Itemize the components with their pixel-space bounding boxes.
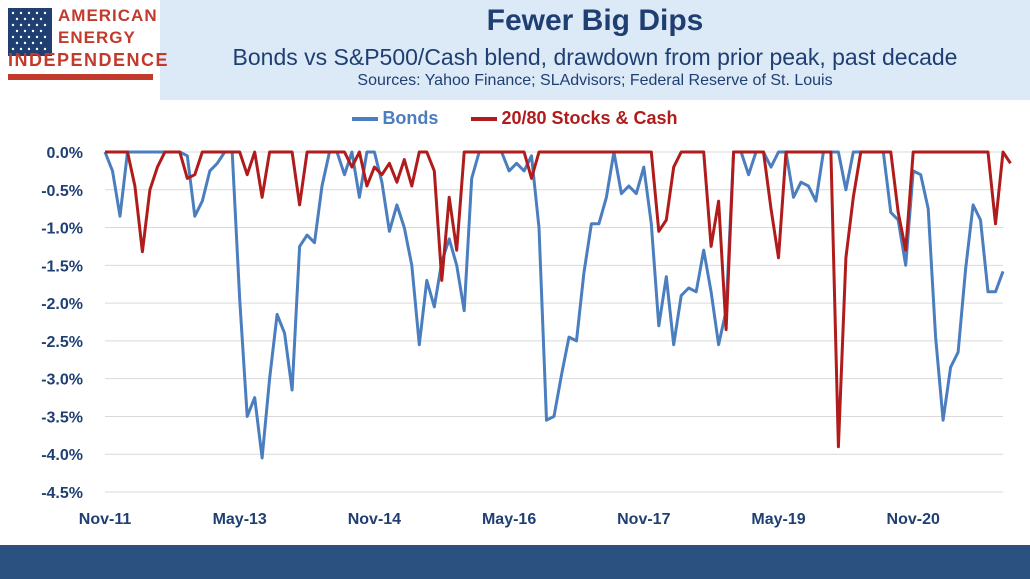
logo-text-energy: ENERGY <box>58 28 136 47</box>
x-tick-label: Nov-17 <box>617 511 670 528</box>
footer-band <box>0 545 1030 579</box>
y-tick-label: -1.5% <box>41 258 83 275</box>
us-flag-icon <box>8 8 52 56</box>
logo-text-american: AMERICAN <box>58 6 158 25</box>
x-tick-label: Nov-11 <box>79 511 132 528</box>
x-tick-label: Nov-14 <box>348 511 401 528</box>
y-tick-label: -2.0% <box>41 296 83 313</box>
x-tick-label: May-13 <box>213 511 267 528</box>
legend-swatch-stocks-cash <box>471 117 498 122</box>
chart-title: Fewer Big Dips <box>486 4 704 37</box>
y-tick-label: 0.0% <box>47 145 83 162</box>
chart-legend: Bonds 20/80 Stocks & Cash <box>0 108 1030 129</box>
legend-item-stocks-cash: 20/80 Stocks & Cash <box>471 108 678 129</box>
y-tick-label: -4.5% <box>41 485 83 502</box>
x-tick-label: May-16 <box>482 511 536 528</box>
series-line-stocks-cash <box>105 150 1012 449</box>
y-tick-label: -1.0% <box>41 221 83 238</box>
logo-text-independence: INDEPENDENCE <box>8 50 170 70</box>
legend-label-stocks-cash: 20/80 Stocks & Cash <box>501 108 678 128</box>
y-tick-label: -4.0% <box>41 447 83 464</box>
drawdown-line-chart: 0.0% -0.5% -1.0% -1.5% -2.0% -2.5% -3.0% -3.5% -… <box>41 145 1012 528</box>
y-tick-label: -3.5% <box>41 409 83 426</box>
series-line-bonds <box>103 150 1005 460</box>
header-band <box>0 0 1030 100</box>
logo: AMERICAN ENERGY INDEPENDENCE <box>0 0 168 100</box>
legend-swatch-bonds <box>352 117 379 122</box>
legend-label-bonds: Bonds <box>382 108 439 128</box>
y-tick-label: -0.5% <box>41 183 83 200</box>
x-tick-label: Nov-20 <box>887 511 940 528</box>
x-tick-label: May-19 <box>751 511 805 528</box>
chart-sources: Sources: Yahoo Finance; SLAdvisors; Fede… <box>357 72 833 89</box>
y-tick-label: -2.5% <box>41 334 83 351</box>
legend-item-bonds: Bonds <box>352 108 438 129</box>
chart-subtitle: Bonds vs S&P500/Cash blend, drawdown fro… <box>232 44 958 70</box>
y-tick-label: -3.0% <box>41 372 83 389</box>
logo-underline <box>8 74 153 80</box>
